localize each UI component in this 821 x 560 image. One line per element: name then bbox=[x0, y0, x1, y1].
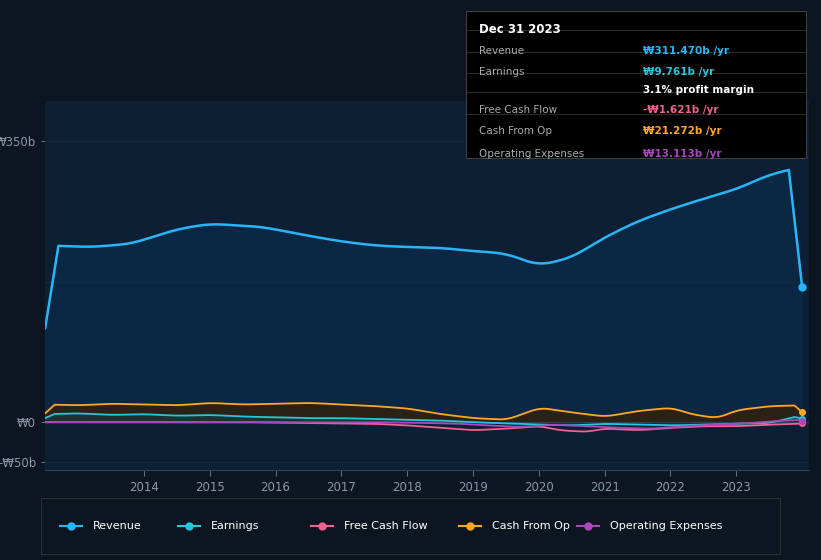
Text: Operating Expenses: Operating Expenses bbox=[610, 521, 722, 531]
Text: ₩9.761b /yr: ₩9.761b /yr bbox=[643, 67, 714, 77]
Text: Cash From Op: Cash From Op bbox=[479, 125, 553, 136]
Text: -₩1.621b /yr: -₩1.621b /yr bbox=[643, 105, 718, 115]
Text: Free Cash Flow: Free Cash Flow bbox=[344, 521, 428, 531]
Text: Cash From Op: Cash From Op bbox=[492, 521, 570, 531]
Text: Earnings: Earnings bbox=[479, 67, 525, 77]
Text: Earnings: Earnings bbox=[211, 521, 259, 531]
Text: ₩13.113b /yr: ₩13.113b /yr bbox=[643, 149, 721, 159]
Text: Revenue: Revenue bbox=[479, 46, 525, 57]
Text: Dec 31 2023: Dec 31 2023 bbox=[479, 23, 561, 36]
Text: Revenue: Revenue bbox=[93, 521, 141, 531]
Text: Free Cash Flow: Free Cash Flow bbox=[479, 105, 557, 115]
Text: Operating Expenses: Operating Expenses bbox=[479, 149, 585, 159]
Text: 3.1% profit margin: 3.1% profit margin bbox=[643, 85, 754, 95]
Text: ₩21.272b /yr: ₩21.272b /yr bbox=[643, 125, 722, 136]
Text: ₩311.470b /yr: ₩311.470b /yr bbox=[643, 46, 729, 57]
